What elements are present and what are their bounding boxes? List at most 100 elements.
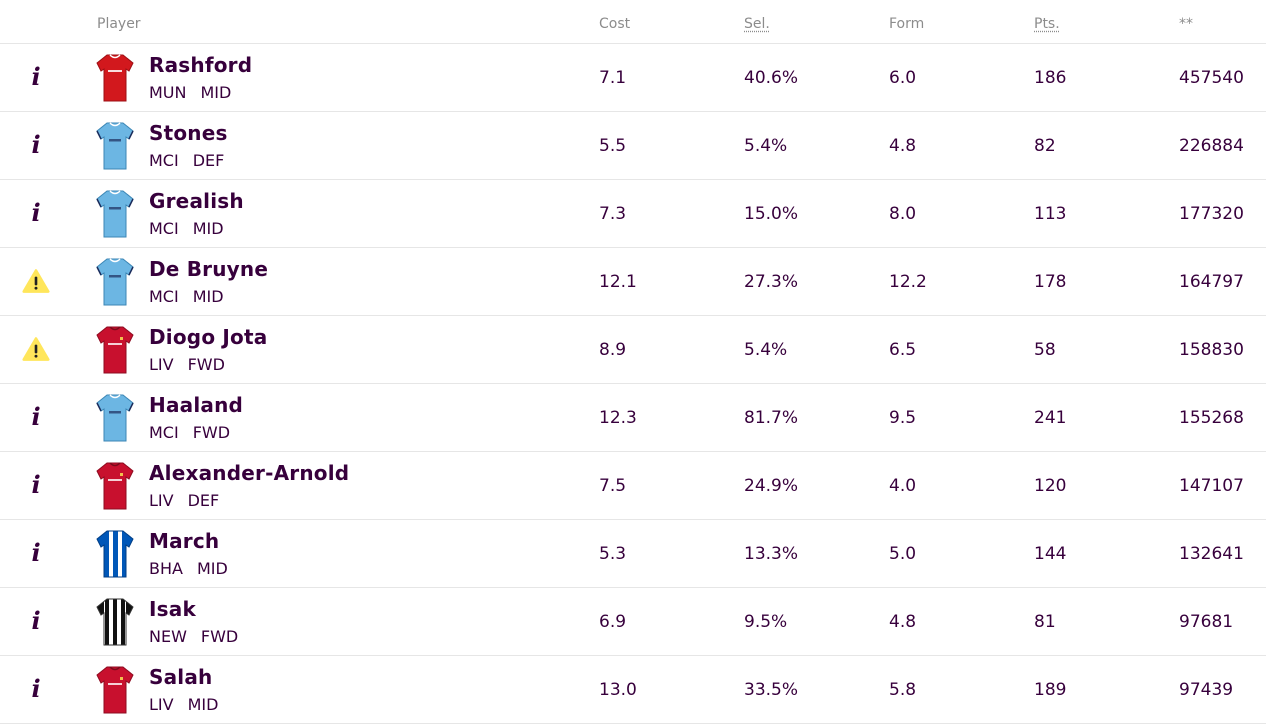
player-info-button[interactable]: i <box>22 538 50 568</box>
player-name[interactable]: Rashford <box>149 53 253 77</box>
header-sel[interactable]: Sel. <box>744 16 770 32</box>
header-pts[interactable]: Pts. <box>1034 16 1060 32</box>
player-points: 113 <box>1034 204 1067 224</box>
player-info-button[interactable]: i <box>22 198 50 228</box>
header-cost[interactable]: Cost <box>599 16 631 32</box>
player-form: 6.5 <box>889 340 917 360</box>
player-info-button[interactable]: i <box>22 402 50 432</box>
info-icon: i <box>31 402 41 431</box>
table-row: i March BHA MID 5.3 13.3% 5.0 144 132641 <box>0 520 1266 588</box>
player-team: LIV <box>149 355 174 374</box>
player-cost: 5.5 <box>599 136 627 156</box>
info-icon: i <box>31 198 41 227</box>
player-team: NEW <box>149 627 187 646</box>
player-team: LIV <box>149 491 174 510</box>
player-position: FWD <box>187 355 225 374</box>
player-team: MCI <box>149 287 179 306</box>
player-team: MUN <box>149 83 187 102</box>
player-cost: 8.9 <box>599 340 627 360</box>
player-selected: 24.9% <box>744 476 799 496</box>
player-position: MID <box>192 219 224 238</box>
player-selected: 15.0% <box>744 204 799 224</box>
player-cost: 13.0 <box>599 680 637 700</box>
player-warning-button[interactable] <box>22 334 50 364</box>
man-utd-shirt <box>96 54 134 102</box>
player-position: FWD <box>192 423 231 442</box>
info-icon: i <box>31 470 41 499</box>
player-warning-button[interactable] <box>22 266 50 296</box>
man-city-shirt <box>96 258 134 306</box>
player-form: 9.5 <box>889 408 917 428</box>
table-row: i Grealish MCI MID 7.3 15.0% 8.0 113 1773… <box>0 180 1266 248</box>
player-name[interactable]: Diogo Jota <box>149 325 268 349</box>
player-info-button[interactable]: i <box>22 674 50 704</box>
header-form[interactable]: Form <box>889 16 925 32</box>
player-info-button[interactable]: i <box>22 470 50 500</box>
player-name[interactable]: Alexander-Arnold <box>149 461 350 485</box>
player-info-button[interactable]: i <box>22 606 50 636</box>
player-selected: 13.3% <box>744 544 799 564</box>
info-icon: i <box>31 538 41 567</box>
player-extra: 164797 <box>1179 272 1244 292</box>
warning-icon <box>22 337 50 361</box>
player-extra: 97439 <box>1179 680 1234 700</box>
player-team: MCI <box>149 423 179 442</box>
player-meta: NEW FWD <box>149 627 252 646</box>
player-cost: 12.1 <box>599 272 637 292</box>
player-extra: 132641 <box>1179 544 1244 564</box>
player-info-button[interactable]: i <box>22 62 50 92</box>
table-row: i Alexander-Arnold LIV DEF 7.5 24.9% 4.0 … <box>0 452 1266 520</box>
man-city-shirt <box>96 122 134 170</box>
player-meta: LIV DEF <box>149 491 233 510</box>
player-position: MID <box>192 287 224 306</box>
player-name[interactable]: Isak <box>149 597 196 621</box>
info-icon: i <box>31 130 41 159</box>
player-meta: LIV FWD <box>149 355 239 374</box>
player-selected: 27.3% <box>744 272 799 292</box>
info-icon: i <box>31 606 41 635</box>
player-cost: 5.3 <box>599 544 627 564</box>
player-points: 58 <box>1034 340 1056 360</box>
player-position: FWD <box>200 627 239 646</box>
player-extra: 97681 <box>1179 612 1234 632</box>
table-row: i Isak NEW FWD 6.9 9.5% 4.8 81 97681 <box>0 588 1266 656</box>
player-form: 4.0 <box>889 476 917 496</box>
player-cost: 12.3 <box>599 408 637 428</box>
player-team: MCI <box>149 151 179 170</box>
player-selected: 5.4% <box>744 340 788 360</box>
header-extra[interactable]: ** <box>1179 16 1193 32</box>
player-name[interactable]: March <box>149 529 220 553</box>
player-selected: 9.5% <box>744 612 788 632</box>
player-position: MID <box>200 83 232 102</box>
player-team: MCI <box>149 219 179 238</box>
player-form: 4.8 <box>889 612 917 632</box>
player-name[interactable]: Salah <box>149 665 213 689</box>
player-extra: 155268 <box>1179 408 1244 428</box>
player-points: 82 <box>1034 136 1056 156</box>
player-form: 5.8 <box>889 680 917 700</box>
player-name[interactable]: De Bruyne <box>149 257 269 281</box>
liverpool-shirt <box>96 666 134 714</box>
player-cost: 6.9 <box>599 612 627 632</box>
table-row: Diogo Jota LIV FWD 8.9 5.4% 6.5 58 158830 <box>0 316 1266 384</box>
player-name[interactable]: Stones <box>149 121 228 145</box>
player-points: 178 <box>1034 272 1067 292</box>
player-selected: 5.4% <box>744 136 788 156</box>
player-form: 5.0 <box>889 544 917 564</box>
player-team: LIV <box>149 695 174 714</box>
brighton-shirt <box>96 530 134 578</box>
table-row: i Rashford MUN MID 7.1 40.6% 6.0 186 4575… <box>0 44 1266 112</box>
player-form: 4.8 <box>889 136 917 156</box>
player-form: 6.0 <box>889 68 917 88</box>
header-player[interactable]: Player <box>97 16 141 32</box>
player-meta: MCI MID <box>149 219 238 238</box>
player-position: MID <box>187 695 219 714</box>
player-selected: 81.7% <box>744 408 799 428</box>
player-name[interactable]: Haaland <box>149 393 244 417</box>
player-info-button[interactable]: i <box>22 130 50 160</box>
player-name[interactable]: Grealish <box>149 189 244 213</box>
player-meta: MCI FWD <box>149 423 244 442</box>
player-meta: MCI DEF <box>149 151 238 170</box>
liverpool-shirt <box>96 326 134 374</box>
